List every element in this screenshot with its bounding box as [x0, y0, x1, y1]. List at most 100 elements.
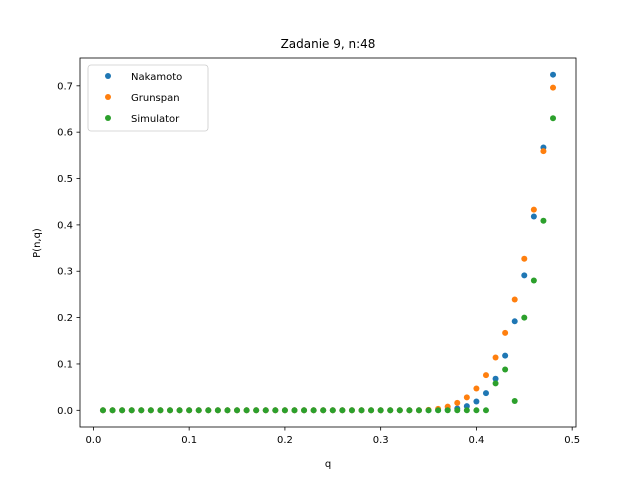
- legend-item: Simulator: [105, 114, 180, 125]
- data-point: [492, 375, 499, 382]
- data-point: [463, 403, 470, 410]
- legend-item: Nakamoto: [105, 72, 182, 83]
- data-point: [550, 71, 557, 78]
- data-point: [205, 407, 212, 414]
- data-point: [530, 206, 537, 213]
- data-point: [521, 314, 528, 321]
- data-point: [463, 407, 470, 414]
- data-point: [435, 407, 442, 414]
- data-point: [358, 407, 365, 414]
- data-point: [550, 84, 557, 91]
- data-point: [444, 407, 451, 414]
- data-point: [339, 407, 346, 414]
- data-point: [521, 255, 528, 262]
- y-tick-label: 0.1: [57, 359, 73, 370]
- data-point: [176, 407, 183, 414]
- chart-title: Zadanie 9, n:48: [281, 37, 376, 51]
- legend-marker: [105, 94, 111, 100]
- data-point: [348, 407, 355, 414]
- data-point: [329, 407, 336, 414]
- legend-label: Nakamoto: [131, 72, 182, 83]
- x-axis-title: q: [325, 459, 331, 470]
- data-point: [281, 407, 288, 414]
- data-point: [492, 354, 499, 361]
- x-tick-label: 0.0: [85, 435, 101, 446]
- data-point: [224, 407, 231, 414]
- data-point: [482, 372, 489, 379]
- data-point: [454, 407, 461, 414]
- data-point: [310, 407, 317, 414]
- data-point: [214, 407, 221, 414]
- legend: Nakamoto Grunspan Simulator: [87, 64, 209, 132]
- data-point: [195, 407, 202, 414]
- data-point: [262, 407, 269, 414]
- data-point: [186, 407, 193, 414]
- legend-item: Grunspan: [105, 93, 180, 104]
- data-point: [482, 390, 489, 397]
- data-point: [521, 272, 528, 279]
- y-tick-label: 0.6: [57, 128, 73, 139]
- legend-label: Simulator: [131, 114, 180, 125]
- plot-frame: [79, 57, 577, 428]
- data-point: [530, 213, 537, 220]
- x-tick-label: 0.3: [373, 435, 389, 446]
- data-point: [511, 318, 518, 325]
- data-point: [387, 407, 394, 414]
- data-point: [253, 407, 260, 414]
- legend-marker: [105, 73, 111, 79]
- data-point: [167, 407, 174, 414]
- plot-area: 0.0 0.1 0.2 0.3 0.4 0.5 0.0 0.1 0.2 0.3 0.4 0.5 0.6 0…: [57, 57, 580, 446]
- data-point: [368, 407, 375, 414]
- data-point: [530, 277, 537, 284]
- legend-label: Grunspan: [131, 93, 180, 104]
- data-point: [502, 329, 509, 336]
- data-point: [463, 394, 470, 401]
- legend-box: [87, 64, 209, 132]
- data-point: [234, 407, 241, 414]
- data-point: [540, 148, 547, 155]
- y-tick-label: 0.2: [57, 313, 73, 324]
- data-point: [473, 385, 480, 392]
- data-point: [454, 399, 461, 406]
- y-tick-label: 0.4: [57, 220, 73, 231]
- data-point: [291, 407, 298, 414]
- data-point: [157, 407, 164, 414]
- data-point: [502, 352, 509, 359]
- data-point: [301, 407, 308, 414]
- y-tick-label: 0.7: [57, 81, 73, 92]
- x-tick-label: 0.5: [564, 435, 580, 446]
- data-point: [550, 115, 557, 122]
- y-tick-label: 0.0: [57, 406, 73, 417]
- y-tick-label: 0.5: [57, 174, 73, 185]
- data-point: [406, 407, 413, 414]
- data-point: [320, 407, 327, 414]
- data-point: [511, 398, 518, 405]
- data-point: [109, 407, 116, 414]
- series-simulator: [99, 115, 557, 414]
- data-point: [473, 407, 480, 414]
- data-point: [99, 407, 106, 414]
- data-point: [473, 398, 480, 405]
- data-point: [396, 407, 403, 414]
- data-point: [138, 407, 145, 414]
- data-point: [415, 407, 422, 414]
- y-tick-label: 0.3: [57, 267, 73, 278]
- data-point: [502, 366, 509, 373]
- x-tick-label: 0.2: [277, 435, 293, 446]
- x-tick-label: 0.1: [181, 435, 197, 446]
- data-point: [119, 407, 126, 414]
- data-point: [243, 407, 250, 414]
- data-point: [511, 296, 518, 303]
- data-point: [482, 407, 489, 414]
- data-point: [272, 407, 279, 414]
- data-point: [128, 407, 135, 414]
- legend-marker: [105, 115, 111, 121]
- data-point: [492, 380, 499, 387]
- y-axis-title: P(n,q): [32, 228, 43, 258]
- data-point: [540, 217, 547, 224]
- data-point: [425, 407, 432, 414]
- x-tick-label: 0.4: [468, 435, 484, 446]
- data-point: [147, 407, 154, 414]
- data-point: [377, 407, 384, 414]
